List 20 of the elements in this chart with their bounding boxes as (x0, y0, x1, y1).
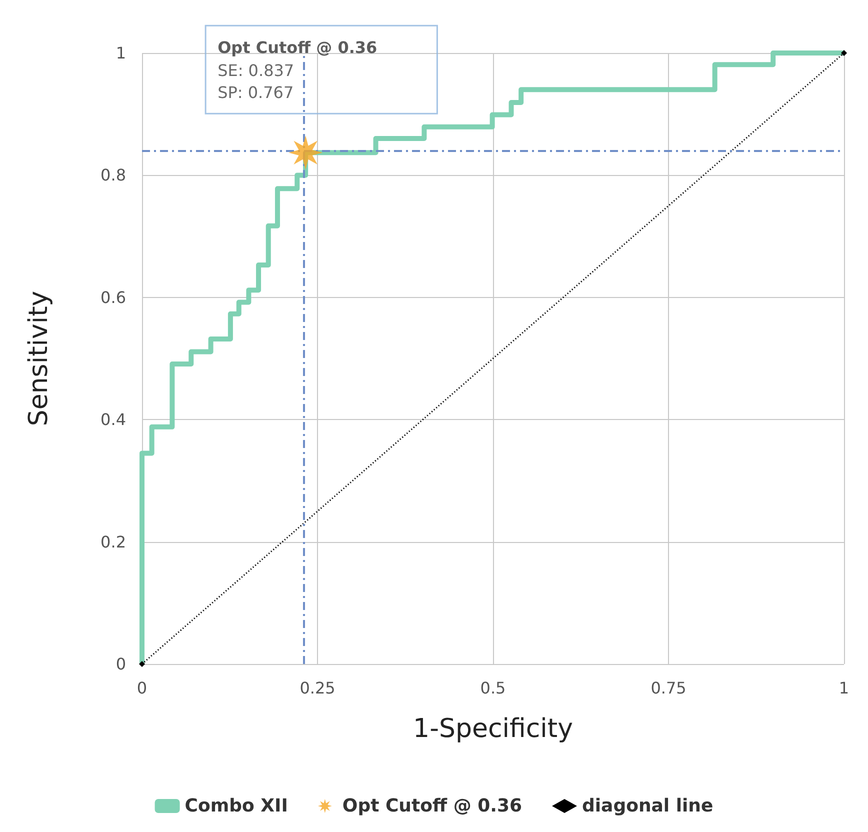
y-tick-label: 0.2 (100, 532, 126, 552)
legend-label: diagonal line (582, 796, 714, 816)
legend-label: Opt Cutoff @ 0.36 (342, 796, 522, 816)
x-axis-title: 1-Specificity (413, 714, 573, 744)
x-tick-label: 0.25 (300, 678, 336, 698)
x-tick-label: 0.75 (650, 678, 686, 698)
annotation: Opt Cutoff @ 0.36 SE: 0.837 SP: 0.767 (218, 38, 378, 102)
x-tick-label: 0.5 (480, 678, 506, 698)
point (288, 136, 323, 170)
point (841, 50, 847, 56)
x-tick-label: 1 (838, 678, 850, 698)
x-tick-label: 0 (136, 678, 148, 698)
y-tick-label: 1 (116, 44, 126, 62)
point (139, 661, 145, 667)
y-axis-title: Sensitivity (24, 290, 54, 426)
legend-label: Combo XII (184, 796, 288, 816)
y-tick-label: 0.4 (100, 410, 126, 430)
y-tick-label: 0.8 (100, 166, 126, 185)
y-tick-label: 0 (116, 654, 126, 674)
y-tick-label: 0.6 (100, 288, 126, 307)
